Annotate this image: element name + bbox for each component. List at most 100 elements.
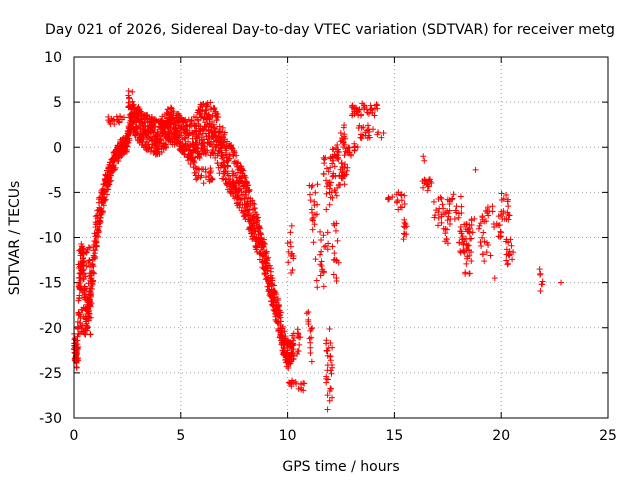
- data-point: [324, 376, 331, 383]
- data-point: [130, 111, 137, 118]
- data-point: [491, 275, 498, 282]
- data-point: [237, 185, 244, 192]
- data-point: [333, 192, 340, 199]
- data-point: [505, 260, 512, 267]
- data-point: [204, 99, 211, 106]
- data-point: [332, 227, 339, 234]
- data-point: [158, 137, 165, 144]
- data-point: [443, 226, 450, 233]
- data-point: [495, 213, 502, 220]
- data-point: [200, 136, 207, 143]
- data-point: [340, 140, 347, 147]
- data-point: [102, 196, 109, 203]
- data-point: [314, 284, 321, 291]
- data-point: [504, 261, 511, 268]
- data-point: [289, 266, 296, 273]
- data-point: [214, 160, 221, 167]
- data-point: [275, 301, 282, 308]
- data-point: [163, 143, 170, 150]
- data-point: [270, 282, 277, 289]
- data-point: [395, 206, 402, 213]
- data-point: [305, 309, 312, 316]
- data-point: [498, 229, 505, 236]
- data-point: [324, 229, 331, 236]
- data-point: [82, 273, 89, 280]
- data-point: [76, 311, 83, 318]
- data-point: [558, 279, 565, 286]
- data-point: [244, 203, 251, 210]
- data-point: [499, 216, 506, 223]
- data-point: [185, 157, 192, 164]
- data-point: [164, 106, 171, 113]
- data-point: [403, 223, 410, 230]
- data-point: [440, 205, 447, 212]
- data-point: [326, 397, 333, 404]
- data-point: [307, 327, 314, 334]
- data-point: [281, 328, 288, 335]
- data-point: [442, 209, 449, 216]
- data-point: [246, 187, 253, 194]
- data-point: [200, 180, 207, 187]
- data-point: [195, 107, 202, 114]
- data-point: [354, 108, 361, 115]
- data-point: [503, 191, 510, 198]
- data-point: [310, 214, 317, 221]
- data-point: [93, 242, 100, 249]
- y-tick-label: -30: [39, 411, 62, 427]
- data-point: [204, 103, 211, 110]
- data-point: [303, 310, 310, 317]
- data-point: [424, 181, 431, 188]
- data-point: [84, 324, 91, 331]
- data-point: [151, 126, 158, 133]
- data-point: [125, 139, 132, 146]
- data-point: [343, 171, 350, 178]
- data-point: [234, 193, 241, 200]
- data-point: [504, 209, 511, 216]
- data-point: [80, 313, 87, 320]
- data-point: [306, 191, 313, 198]
- data-point: [325, 240, 332, 247]
- data-point: [95, 228, 102, 235]
- data-point: [349, 104, 356, 111]
- data-point: [327, 357, 334, 364]
- data-point: [483, 249, 490, 256]
- data-point: [460, 248, 467, 255]
- data-point: [326, 325, 333, 332]
- data-point: [202, 151, 209, 158]
- data-point: [465, 247, 472, 254]
- data-point: [167, 120, 174, 127]
- data-point: [333, 152, 340, 159]
- data-point: [242, 174, 249, 181]
- data-point: [305, 318, 312, 325]
- data-point: [320, 283, 327, 290]
- data-point: [87, 331, 94, 338]
- data-point: [290, 352, 297, 359]
- data-point: [76, 319, 83, 326]
- data-point: [115, 158, 122, 165]
- data-point: [311, 221, 318, 228]
- data-point: [334, 237, 341, 244]
- data-point: [479, 234, 486, 241]
- data-point: [308, 358, 315, 365]
- data-point: [328, 370, 335, 377]
- data-point: [455, 214, 462, 221]
- data-point: [324, 246, 331, 253]
- data-point: [327, 339, 334, 346]
- data-point: [435, 209, 442, 216]
- data-point: [403, 231, 410, 238]
- data-point: [497, 228, 504, 235]
- data-point: [443, 236, 450, 243]
- data-point: [539, 278, 546, 285]
- data-point: [333, 257, 340, 264]
- y-tick-label: 10: [44, 50, 62, 66]
- data-point: [324, 406, 331, 413]
- data-point: [296, 341, 303, 348]
- data-point: [476, 222, 483, 229]
- data-point: [341, 152, 348, 159]
- data-point: [449, 195, 456, 202]
- data-point: [203, 174, 210, 181]
- data-point: [323, 337, 330, 344]
- data-point: [253, 211, 260, 218]
- data-point: [393, 191, 400, 198]
